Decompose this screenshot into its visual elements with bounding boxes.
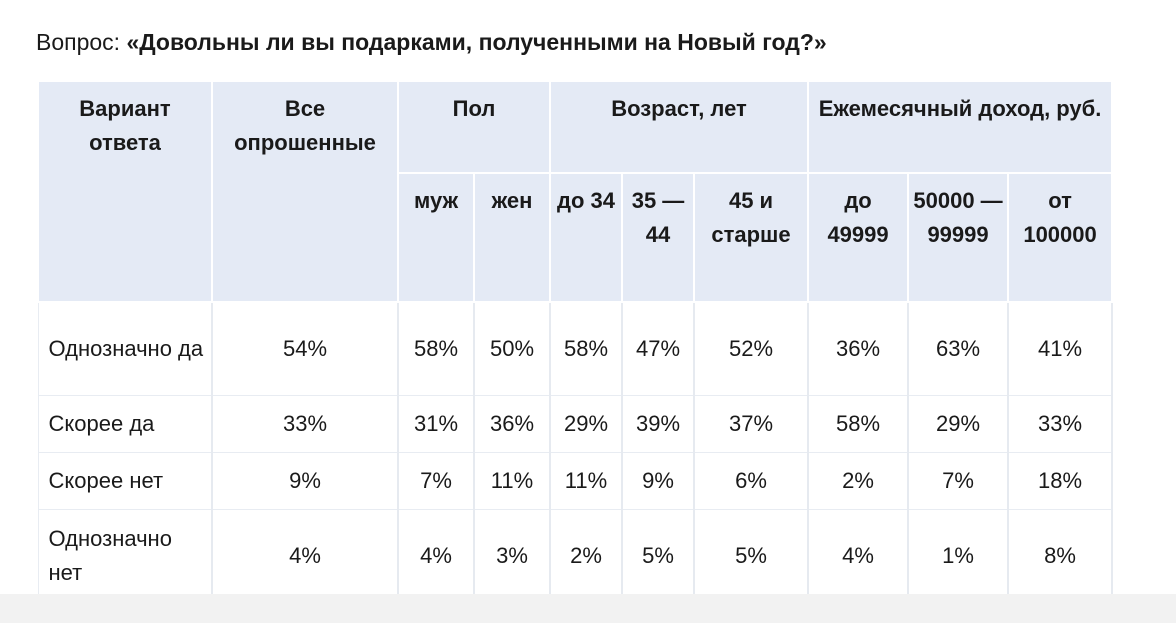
- header-income: Ежемесячный доход, руб.: [807, 80, 1114, 174]
- header-all: Все опрошенные: [211, 80, 399, 303]
- header-age: Возраст, лет: [548, 80, 810, 174]
- survey-table: Вариант ответа Все опрошенные Пол Возрас…: [37, 80, 1114, 603]
- cell-value: 4%: [211, 509, 399, 603]
- table-row: Скорее да 33% 31% 36% 29% 39% 37% 58% 29…: [37, 395, 1114, 453]
- cell-value: 7%: [397, 452, 475, 510]
- cell-value: 63%: [907, 301, 1010, 396]
- table-row: Однозначно да 54% 58% 50% 58% 47% 52% 36…: [37, 301, 1114, 396]
- cell-value: 2%: [549, 509, 623, 603]
- cell-value: 58%: [549, 301, 623, 396]
- cell-value: 1%: [907, 509, 1010, 603]
- cell-value: 36%: [807, 301, 910, 396]
- cell-value: 8%: [1007, 509, 1114, 603]
- row-label: Скорее да: [37, 395, 213, 453]
- cell-value: 5%: [692, 509, 810, 603]
- cell-value: 52%: [692, 301, 810, 396]
- question-text: «Довольны ли вы подарками, полученными н…: [126, 29, 827, 55]
- row-label: Однозначно нет: [37, 509, 213, 603]
- cell-value: 4%: [397, 509, 475, 603]
- header-row: Вариант ответа Все опрошенные Пол Возрас…: [37, 80, 1114, 303]
- cell-value: 37%: [692, 395, 810, 453]
- cell-value: 36%: [473, 395, 551, 453]
- subheader-income-1: до 49999: [807, 172, 910, 303]
- cell-value: 9%: [211, 452, 399, 510]
- cell-value: 4%: [807, 509, 910, 603]
- cell-value: 29%: [549, 395, 623, 453]
- cell-value: 39%: [621, 395, 695, 453]
- cell-value: 7%: [907, 452, 1010, 510]
- question-label: Вопрос:: [36, 29, 127, 55]
- bottom-bar: [0, 594, 1176, 623]
- cell-value: 54%: [211, 301, 399, 396]
- subheader-income-3: от 100000: [1007, 172, 1114, 303]
- cell-value: 11%: [549, 452, 623, 510]
- cell-value: 18%: [1007, 452, 1114, 510]
- cell-value: 47%: [621, 301, 695, 396]
- cell-value: 31%: [397, 395, 475, 453]
- cell-value: 58%: [397, 301, 475, 396]
- cell-value: 29%: [907, 395, 1010, 453]
- table-row: Однозначно нет 4% 4% 3% 2% 5% 5% 4% 1% 8…: [37, 509, 1114, 603]
- subheader-male: муж: [397, 172, 475, 303]
- cell-value: 50%: [473, 301, 551, 396]
- cell-value: 33%: [1007, 395, 1114, 453]
- row-label: Скорее нет: [37, 452, 213, 510]
- cell-value: 3%: [473, 509, 551, 603]
- cell-value: 2%: [807, 452, 910, 510]
- subheader-female: жен: [473, 172, 551, 303]
- header-answer: Вариант ответа: [37, 80, 213, 303]
- cell-value: 11%: [473, 452, 551, 510]
- cell-value: 9%: [621, 452, 695, 510]
- subheader-income-2: 50000 — 99999: [907, 172, 1010, 303]
- cell-value: 33%: [211, 395, 399, 453]
- subheader-row: муж жен до 34 35 — 44 45 и старше до 499…: [38, 172, 1114, 303]
- cell-value: 5%: [621, 509, 695, 603]
- subheader-age-3: 45 и старше: [692, 172, 810, 303]
- question-line: Вопрос: «Довольны ли вы подарками, получ…: [36, 26, 827, 58]
- row-label: Однозначно да: [37, 301, 213, 396]
- cell-value: 58%: [807, 395, 910, 453]
- subheader-age-2: 35 — 44: [621, 172, 695, 303]
- cell-value: 6%: [692, 452, 810, 510]
- cell-value: 41%: [1007, 301, 1114, 396]
- table-row: Скорее нет 9% 7% 11% 11% 9% 6% 2% 7% 18%: [37, 452, 1114, 510]
- subheader-age-1: до 34: [549, 172, 623, 303]
- header-gender: Пол: [397, 80, 551, 174]
